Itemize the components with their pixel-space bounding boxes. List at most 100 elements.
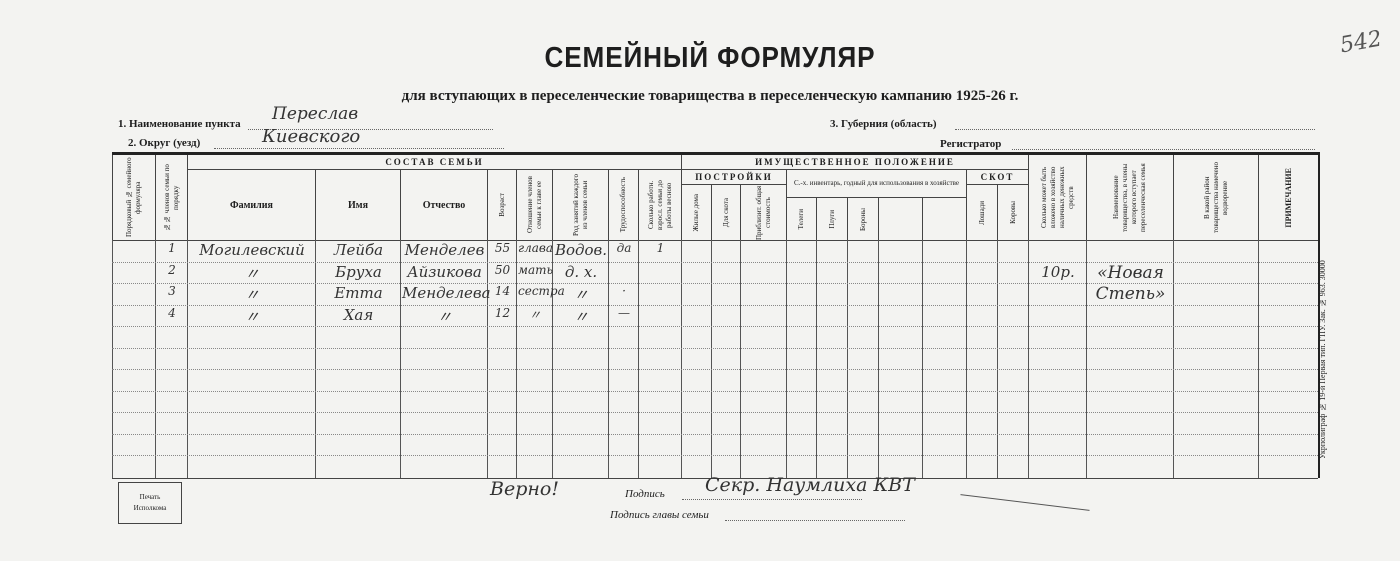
column-header-0: Порядковый № семейного формуляра: [112, 155, 155, 240]
column-header-label: Порядковый № семейного формуляра: [125, 157, 142, 238]
column-header-label: Трудоспособность: [619, 177, 627, 233]
document-subtitle: для вступающих в переселенческие товарищ…: [401, 88, 1019, 104]
column-header-13: Телеги: [786, 198, 816, 240]
column-header-11: Для скота: [711, 185, 740, 240]
group-inventory-header: С.-х. инвентарь, годный для использовани…: [786, 170, 966, 198]
table-cell: 1: [656, 241, 665, 255]
signature-value: Секр. Наумлиха КВТ: [705, 474, 915, 496]
column-header-19: Коровы: [997, 185, 1028, 240]
table-cell: 〃: [436, 307, 452, 326]
column-header-label: Возраст: [497, 193, 506, 217]
column-divider: [400, 240, 401, 478]
table-cell: глава: [518, 241, 553, 255]
column-divider: [997, 240, 998, 478]
column-divider: [681, 240, 682, 478]
column-header-6: Отношение членов семьи к главе ее: [516, 170, 552, 240]
column-header-label: Для скота: [721, 197, 730, 228]
table-cell: 〃: [244, 264, 260, 283]
table-cell: Айзикова: [407, 262, 482, 281]
column-divider: [516, 240, 517, 478]
row-line: [112, 412, 1318, 413]
okrug-value: Киевского: [262, 126, 361, 147]
column-header-8: Трудоспособность: [608, 170, 638, 240]
column-divider: [922, 240, 923, 478]
column-divider: [847, 240, 848, 478]
column-header-label: Плуги: [827, 209, 836, 229]
column-header-label: №№ членов семьи по порядку: [162, 164, 180, 231]
table-cell: Менделев: [404, 241, 485, 259]
table-cell: 〃: [244, 286, 260, 304]
signature-flourish: [960, 494, 1090, 511]
table-cell: да: [616, 241, 632, 255]
table-cell: 3: [168, 284, 176, 298]
column-header-15: Бороны: [847, 198, 878, 240]
column-divider: [1258, 240, 1259, 478]
table-cell: Бруха: [335, 262, 382, 281]
table-cell: мать: [518, 262, 554, 277]
printer-note: Укрполиграф № 19-й Первая тип. ГПУ. Зак.…: [1318, 260, 1327, 460]
column-header-label: Род занятий каждого из членов семьи: [571, 174, 589, 236]
table-row: 1 Могилевский Лейба Менделев 55 глава Водов. да…: [112, 240, 1318, 262]
column-header-9: Сколько работн. взросл. семьи до работы …: [638, 170, 681, 240]
column-divider: [786, 240, 787, 478]
column-header-4: Отчество: [400, 170, 487, 240]
head-signature-label: Подпись главы семьи: [610, 509, 709, 521]
table-cell: 50: [494, 262, 511, 277]
column-divider: [966, 240, 967, 478]
table-cell: Могилевский: [199, 241, 305, 259]
table-cell: «Новая: [1097, 262, 1164, 283]
column-header-label: Лошади: [977, 200, 986, 225]
column-header-10: Жилые дома: [681, 185, 711, 240]
column-header-7: Род занятий каждого из членов семьи: [552, 170, 608, 240]
column-header-label: Имя: [348, 199, 368, 211]
group-property-header: ИМУЩЕСТВЕННОЕ ПОЛОЖЕНИЕ: [681, 155, 1028, 170]
row-line: [112, 369, 1318, 370]
table-cell: 1: [168, 241, 176, 255]
column-header-22: В какой район товарищества намечено водв…: [1173, 155, 1258, 240]
column-header-label: Бороны: [858, 207, 867, 231]
table-row: 3 〃 Етта Менделева 14 сестра 〃 · Степь»: [112, 283, 1318, 305]
column-divider: [155, 240, 156, 478]
column-header-label: Наименование товарищества, в члены котор…: [1112, 163, 1147, 232]
stamp-line1: Печать: [139, 493, 161, 501]
group-family-header: СОСТАВ СЕМЬИ: [187, 155, 681, 170]
column-divider: [1028, 240, 1029, 478]
column-divider: [638, 240, 639, 478]
column-header-5: Возраст: [487, 170, 516, 240]
column-divider: [1173, 240, 1174, 478]
table-cell: Менделева: [402, 284, 491, 302]
column-divider: [487, 240, 488, 478]
column-header-12: Приблизит. общая стоимость: [740, 185, 786, 240]
table-cell: Етта: [334, 284, 383, 302]
column-header-1: №№ членов семьи по порядку: [155, 155, 187, 240]
table-cell: 4: [168, 305, 176, 320]
column-header-14: Плуги: [816, 198, 847, 240]
table-cell: —: [618, 305, 630, 320]
stamp-box: Печать Исполкома: [118, 482, 182, 524]
row-line: [112, 433, 1318, 435]
guberniya-label: 3. Губерния (область): [830, 118, 937, 130]
column-header-label: Телеги: [797, 208, 805, 230]
table-cell: д. х.: [564, 262, 598, 281]
column-divider: [740, 240, 741, 478]
column-divider: [608, 240, 609, 478]
verified-note: Верно!: [490, 478, 559, 500]
column-divider: [1086, 240, 1087, 478]
column-header-2: Фамилия: [187, 170, 315, 240]
column-header-label: В какой район товарищества намечено водв…: [1202, 161, 1229, 234]
table-cell: 〃: [528, 307, 541, 322]
signature-label: Подпись: [625, 488, 665, 500]
column-divider: [187, 240, 188, 478]
table-row: 2 〃 Бруха Айзикова 50 мать д. х. 10р. «Новая: [112, 262, 1318, 284]
table-cell: 〃: [244, 307, 260, 326]
row-line: [112, 304, 1318, 306]
column-divider: [552, 240, 553, 478]
column-header-3: Имя: [315, 170, 400, 240]
column-header-21: Наименование товарищества, в члены котор…: [1086, 155, 1173, 240]
row-line: [112, 283, 1318, 284]
punkt-value: Переслав: [272, 104, 359, 124]
row-line: [112, 326, 1318, 327]
column-header-label: Сколько работн. взросл. семьи до работы …: [646, 180, 673, 230]
table-cell: 14: [494, 284, 511, 298]
